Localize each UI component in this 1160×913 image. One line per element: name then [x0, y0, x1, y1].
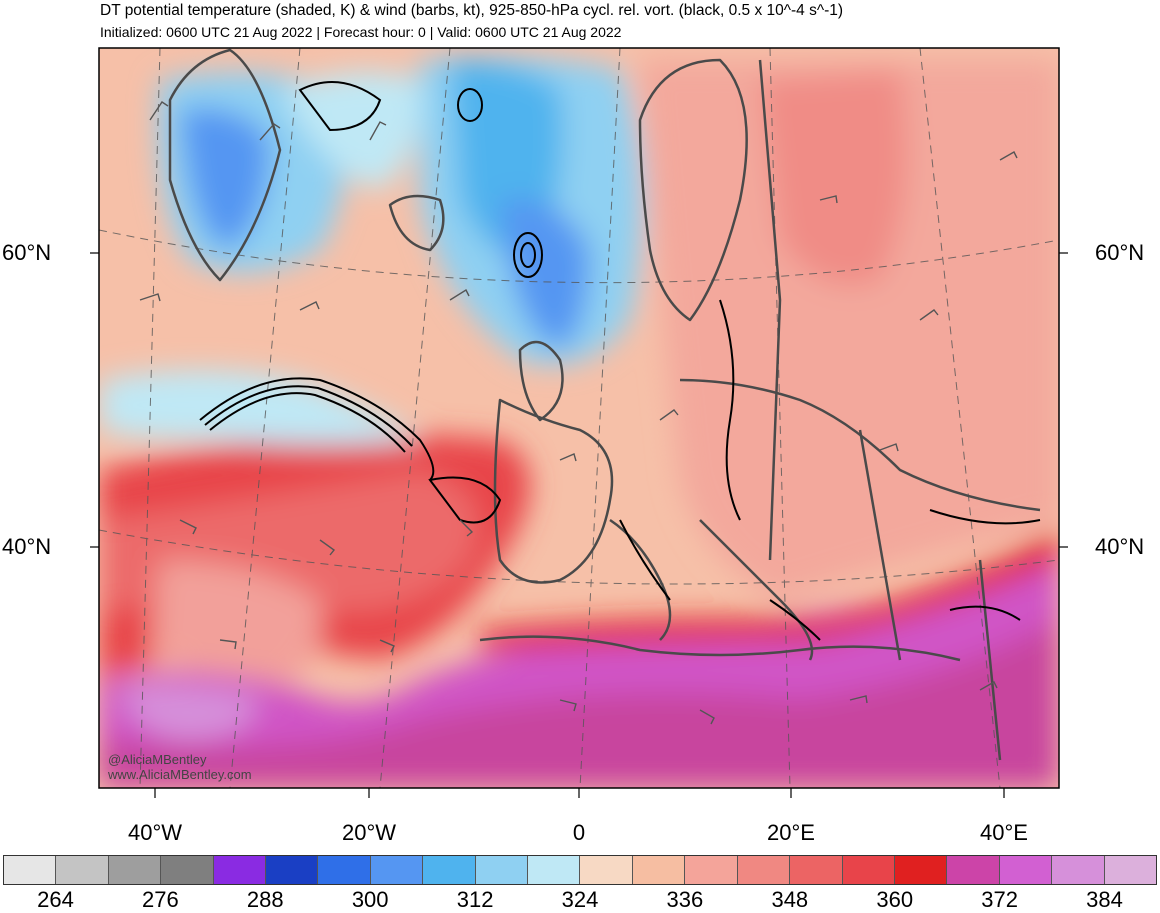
map-subtitle: Initialized: 0600 UTC 21 Aug 2022 | Fore…: [100, 24, 622, 40]
colorbar-segment: [999, 856, 1053, 884]
colorbar-segment: [161, 856, 214, 884]
credit-website: www.AliciaMBentley.com: [108, 767, 252, 782]
colorbar-tick-label: 372: [981, 887, 1018, 912]
colorbar-segment: [266, 856, 319, 884]
lon-label-40w: 40°W: [127, 820, 183, 845]
colorbar-segment: [894, 856, 948, 884]
colorbar-tick-label: 312: [456, 887, 494, 912]
colorbar-segment: [423, 856, 476, 884]
lat-label-left-40n: 40°N: [2, 534, 52, 559]
lat-label-right-60n: 60°N: [1095, 240, 1145, 265]
credit-handle: @AliciaMBentley: [108, 752, 207, 767]
colorbar-segment: [790, 856, 843, 884]
colorbar-segment: [580, 856, 633, 884]
colorbar-segment: [213, 856, 267, 884]
lon-label-20e: 20°E: [767, 820, 815, 845]
colorbar-segment: [685, 856, 738, 884]
lon-label-20w: 20°W: [341, 820, 397, 845]
colorbar-segment: [370, 856, 424, 884]
colorbar: [3, 855, 1157, 885]
colorbar-tick-label: 360: [876, 887, 914, 912]
title-block: DT potential temperature (shaded, K) & w…: [100, 0, 843, 42]
colorbar-tick-label: 264: [37, 887, 74, 912]
lon-label-40e: 40°E: [980, 820, 1028, 845]
colorbar-tick-label: 324: [561, 887, 599, 912]
colorbar-segment: [56, 856, 109, 884]
colorbar-tick-label: 348: [771, 887, 809, 912]
colorbar-segment: [737, 856, 791, 884]
map-title: DT potential temperature (shaded, K) & w…: [100, 2, 844, 19]
colorbar-segment: [947, 856, 1000, 884]
colorbar-tick-label: 288: [246, 887, 284, 912]
colorbar-segment: [842, 856, 895, 884]
colorbar-segment: [318, 856, 371, 884]
colorbar-segment: [1052, 856, 1105, 884]
colorbar-tick-label: 276: [142, 887, 179, 912]
lat-label-left-60n: 60°N: [2, 240, 52, 265]
lat-label-right-40n: 40°N: [1095, 534, 1145, 559]
colorbar-segment: [528, 856, 581, 884]
colorbar-segment: [475, 856, 529, 884]
colorbar-segment: [4, 856, 57, 884]
lon-label-0: 0: [572, 820, 586, 845]
colorbar-segment: [1104, 856, 1156, 884]
colorbar-segment: [632, 856, 686, 884]
colorbar-tick-label: 300: [351, 887, 389, 912]
colorbar-tick-label: 336: [666, 887, 704, 912]
colorbar-tick-label: 384: [1086, 887, 1123, 912]
colorbar-segment: [108, 856, 162, 884]
